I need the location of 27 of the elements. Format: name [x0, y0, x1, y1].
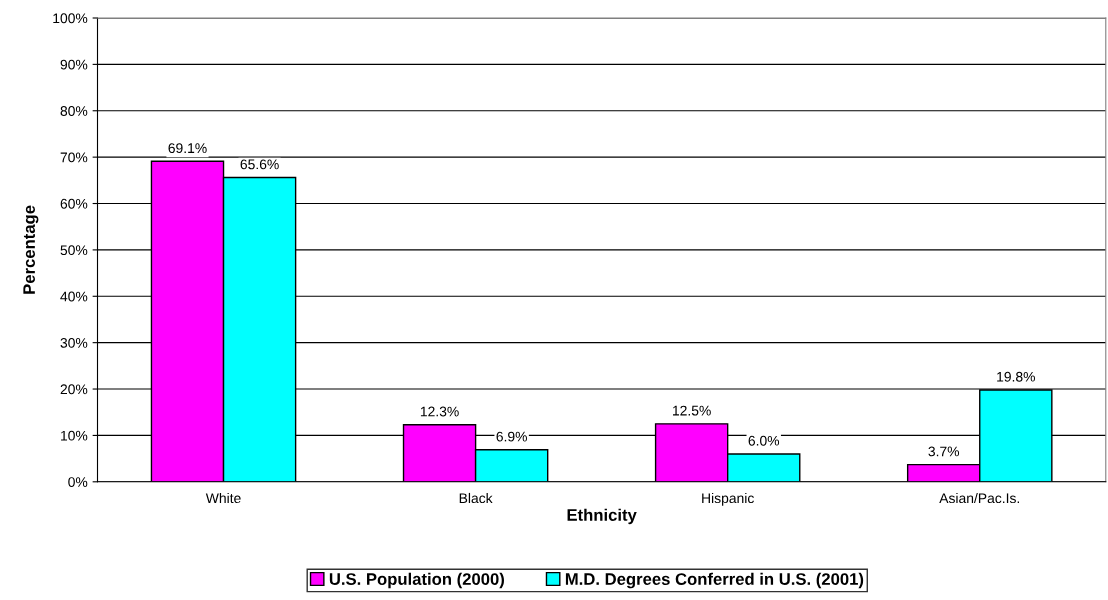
- y-axis-title: Percentage: [23, 205, 39, 294]
- data-label: 19.8%: [997, 371, 1035, 382]
- y-tick-label: 70%: [60, 152, 88, 163]
- data-label: 65.6%: [240, 159, 279, 170]
- x-tick-label: Black: [459, 492, 493, 504]
- data-label: 12.3%: [420, 406, 459, 417]
- data-label: 6.0%: [748, 435, 780, 446]
- y-tick-label: 0%: [68, 477, 88, 487]
- x-tick-label: White: [205, 492, 241, 504]
- data-label: 3.7%: [928, 446, 960, 457]
- data-label: 69.1%: [168, 143, 207, 154]
- y-tick-label: 100%: [53, 13, 88, 24]
- y-tick-label: 90%: [60, 59, 88, 70]
- y-tick-label: 80%: [60, 106, 88, 116]
- y-tick-label: 10%: [61, 430, 88, 441]
- y-tick-label: 50%: [60, 245, 88, 256]
- legend-label: U.S. Population (2000): [329, 572, 504, 589]
- y-tick-label: 20%: [60, 384, 88, 395]
- x-tick-label: Hispanic: [702, 492, 754, 506]
- y-tick-label: 60%: [60, 198, 88, 209]
- x-axis-title: Ethnicity: [567, 508, 637, 525]
- y-tick-label: 30%: [60, 337, 88, 348]
- x-tick-label: Asian/Pac.Is.: [939, 492, 1020, 504]
- data-label: 12.5%: [673, 405, 711, 416]
- y-tick-label: 40%: [60, 291, 88, 302]
- data-label: 6.9%: [496, 431, 527, 442]
- legend-label: M.D. Degrees Conferred in U.S. (2001): [565, 572, 864, 589]
